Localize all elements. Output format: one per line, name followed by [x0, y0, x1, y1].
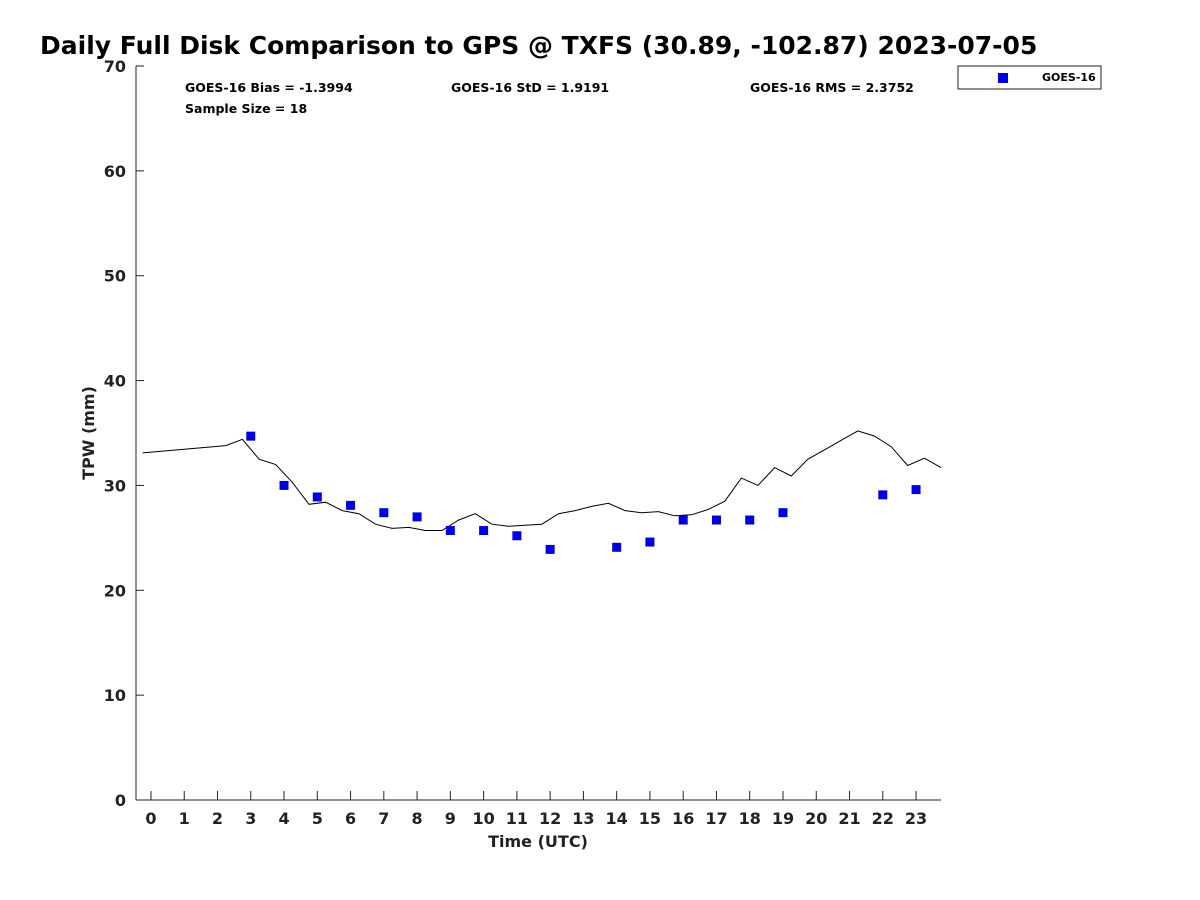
x-tick-label: 10: [472, 809, 494, 828]
x-axis-label: Time (UTC): [488, 832, 588, 851]
x-tick-label: 8: [412, 809, 423, 828]
x-tick-label: 17: [705, 809, 727, 828]
sample-size-stat: Sample Size = 18: [185, 101, 307, 116]
goes16-point: [312, 492, 322, 502]
goes16-point: [612, 542, 622, 552]
legend: GOES-16: [957, 65, 1102, 90]
goes16-point: [379, 508, 389, 518]
goes16-scatter-series: [246, 431, 921, 554]
x-tick-label: 7: [378, 809, 389, 828]
x-tick-label: 11: [506, 809, 528, 828]
goes16-point: [745, 515, 755, 525]
plot-area: [135, 66, 941, 801]
rms-stat: GOES-16 RMS = 2.3752: [750, 80, 914, 95]
x-tick-label: 18: [739, 809, 761, 828]
x-tick-label: 14: [606, 809, 628, 828]
y-tick-label: 0: [115, 791, 126, 810]
goes16-point: [412, 512, 422, 522]
x-tick-label: 15: [639, 809, 661, 828]
x-tick-label: 9: [445, 809, 456, 828]
goes16-point: [479, 526, 489, 536]
x-tick-label: 3: [245, 809, 256, 828]
x-tick-label: 4: [278, 809, 289, 828]
chart-title: Daily Full Disk Comparison to GPS @ TXFS…: [40, 31, 1037, 60]
legend-label-goes16: GOES-16: [1042, 71, 1096, 84]
x-tick-label: 0: [145, 809, 156, 828]
y-tick-label: 70: [104, 57, 126, 76]
goes16-point: [878, 490, 888, 500]
x-tick-label: 16: [672, 809, 694, 828]
legend-marker-goes16: [998, 73, 1008, 83]
legend-box: [957, 65, 1102, 90]
goes16-point: [645, 537, 655, 547]
goes16-point: [678, 515, 688, 525]
x-tick-label: 5: [312, 809, 323, 828]
goes16-point: [711, 515, 721, 525]
goes16-point: [246, 431, 256, 441]
x-tick-label: 21: [838, 809, 860, 828]
x-tick-label: 13: [572, 809, 594, 828]
goes16-point: [346, 500, 356, 510]
y-tick-label: 60: [104, 162, 126, 181]
y-tick-label: 10: [104, 686, 126, 705]
y-tick-label: 30: [104, 476, 126, 495]
x-tick-label: 20: [805, 809, 827, 828]
gps-line-series: [142, 430, 942, 531]
x-tick-label: 19: [772, 809, 794, 828]
bias-stat: GOES-16 Bias = -1.3994: [185, 80, 353, 95]
goes16-point: [545, 544, 555, 554]
goes16-point: [778, 508, 788, 518]
x-axis-ticks: 0 1 2 3 4 5 6 7 8 9 10 11 12 13 14 15 16 17 18 19 20 21 22 23: [145, 791, 927, 828]
y-tick-label: 20: [104, 581, 126, 600]
goes16-point: [445, 526, 455, 536]
goes16-point: [279, 480, 289, 490]
x-tick-label: 2: [212, 809, 223, 828]
x-tick-label: 12: [539, 809, 561, 828]
x-tick-label: 23: [905, 809, 927, 828]
y-axis-ticks: 0 10 20 30 40 50 60 70: [104, 57, 144, 810]
x-tick-label: 1: [179, 809, 190, 828]
x-tick-label: 22: [872, 809, 894, 828]
y-tick-label: 40: [104, 372, 126, 391]
x-tick-label: 6: [345, 809, 356, 828]
std-stat: GOES-16 StD = 1.9191: [451, 80, 609, 95]
y-tick-label: 50: [104, 267, 126, 286]
goes16-point: [512, 531, 522, 541]
gps-line: [142, 430, 942, 531]
y-axis-label: TPW (mm): [79, 386, 98, 480]
goes16-point: [911, 485, 921, 495]
